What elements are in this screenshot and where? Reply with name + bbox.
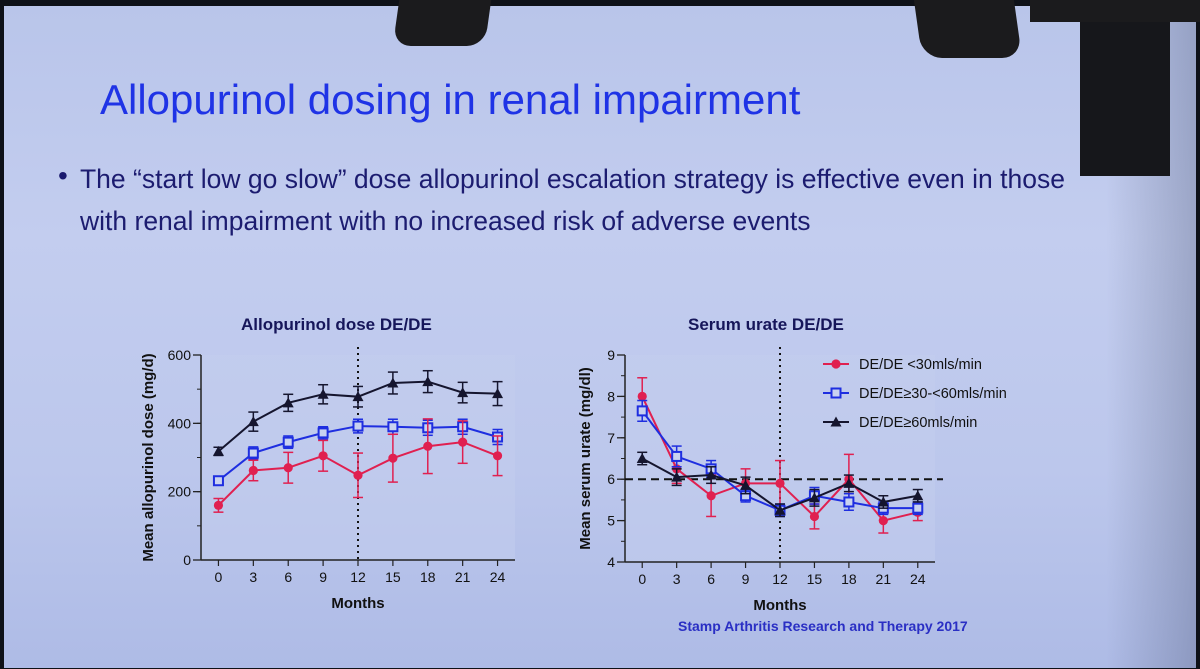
- legend-label: DE/DE≥60mls/min: [859, 415, 977, 431]
- data-point: [352, 391, 364, 402]
- data-point: [705, 469, 717, 480]
- x-tick-label: 0: [215, 569, 223, 585]
- x-tick-label: 18: [841, 571, 857, 587]
- x-tick-label: 9: [319, 569, 327, 585]
- series-2: [636, 451, 924, 518]
- y-tick-label: 600: [168, 347, 192, 363]
- data-point: [318, 451, 328, 461]
- data-point: [353, 470, 363, 480]
- data-point: [283, 463, 293, 473]
- x-axis-label: Months: [331, 595, 384, 612]
- legend-entry-2: DE/DE≥60mls/min: [823, 415, 977, 431]
- data-point: [387, 421, 399, 433]
- y-tick-label: 7: [607, 430, 615, 446]
- legend-swatch-marker: [831, 359, 841, 369]
- x-tick-label: 9: [742, 571, 750, 587]
- data-point: [423, 441, 433, 451]
- data-point: [878, 516, 888, 526]
- data-point: [213, 500, 224, 510]
- data-point: [212, 475, 224, 487]
- x-tick-label: 24: [490, 569, 506, 585]
- data-point: [317, 427, 329, 439]
- x-tick-label: 0: [638, 571, 646, 587]
- series-0: [212, 369, 504, 457]
- data-point: [352, 420, 364, 432]
- data-point: [388, 453, 398, 463]
- data-point: [387, 377, 399, 388]
- x-axis-label: Months: [753, 597, 806, 614]
- y-axis-label: Mean allopurinol dose (mg/d): [140, 353, 157, 561]
- stage-light-left: [392, 0, 492, 46]
- data-point: [247, 416, 259, 427]
- legend-label: DE/DE≥30-<60mls/min: [859, 386, 1007, 402]
- data-point: [492, 451, 503, 461]
- bullet-marker: •: [58, 160, 68, 191]
- y-tick-label: 0: [183, 552, 191, 568]
- x-tick-label: 3: [673, 571, 681, 587]
- x-tick-label: 12: [350, 569, 366, 585]
- y-tick-label: 5: [607, 513, 615, 529]
- x-tick-label: 6: [707, 571, 715, 587]
- x-tick-label: 15: [807, 571, 823, 587]
- x-tick-label: 21: [876, 571, 892, 587]
- speaker-cabinet: [1080, 22, 1170, 176]
- x-tick-label: 18: [420, 569, 436, 585]
- slide-title: Allopurinol dosing in renal impairment: [100, 76, 801, 123]
- x-tick-label: 12: [772, 571, 788, 587]
- data-point: [843, 496, 855, 508]
- bullet-text: The “start low go slow” dose allopurinol…: [80, 164, 1065, 236]
- data-point: [843, 477, 855, 488]
- data-point: [247, 447, 259, 459]
- chart-2-title: Serum urate DE/DE: [688, 315, 844, 334]
- x-tick-label: 24: [910, 571, 926, 587]
- x-tick-label: 6: [284, 569, 292, 585]
- legend-entry-1: DE/DE≥30-<60mls/min: [823, 386, 1007, 402]
- data-point: [706, 491, 716, 501]
- data-point: [808, 492, 820, 503]
- data-point: [212, 445, 224, 456]
- data-point: [636, 405, 648, 417]
- y-tick-label: 8: [607, 388, 615, 404]
- data-point: [877, 496, 889, 507]
- x-tick-label: 3: [249, 569, 257, 585]
- data-point: [636, 453, 648, 463]
- y-tick-label: 400: [168, 415, 192, 431]
- legend-swatch-marker: [830, 387, 842, 399]
- serum-urate-chart: 4 5 6 7 8 9 0 3 6 9 12 15 18 21 24 Months Mean serum ura…: [577, 347, 1007, 614]
- y-tick-label: 200: [168, 484, 192, 500]
- data-point: [774, 504, 786, 515]
- x-tick-label: 21: [455, 569, 471, 585]
- data-point: [282, 397, 294, 408]
- data-point: [671, 450, 683, 462]
- data-point: [637, 391, 647, 401]
- legend-swatch-marker: [830, 416, 842, 427]
- y-axis-label: Mean serum urate (mg/dl): [577, 367, 594, 550]
- citation: Stamp Arthritis Research and Therapy 201…: [678, 618, 968, 634]
- y-tick-label: 6: [607, 471, 615, 487]
- y-tick-label: 9: [607, 347, 615, 363]
- legend-label: DE/DE <30mls/min: [859, 357, 982, 373]
- x-tick-label: 15: [385, 569, 401, 585]
- data-point: [317, 388, 329, 399]
- data-point: [422, 376, 434, 387]
- stage-light-right: [913, 0, 1023, 58]
- data-point: [671, 471, 683, 482]
- legend-entry-0: DE/DE <30mls/min: [823, 357, 982, 373]
- data-point: [912, 490, 924, 501]
- stage-truss: [1030, 0, 1200, 22]
- data-point: [740, 479, 752, 490]
- data-point: [912, 502, 924, 514]
- data-point: [248, 465, 258, 476]
- series-2: [213, 418, 503, 513]
- y-tick-label: 4: [607, 554, 615, 570]
- data-point: [458, 437, 468, 447]
- data-point: [457, 387, 469, 398]
- data-point: [282, 436, 294, 448]
- data-point: [809, 511, 820, 522]
- allopurinol-dose-chart: 0 200 400 600 0 3 6 9 12 15 18 21 24 Months Mean allop…: [140, 347, 515, 612]
- data-point: [775, 478, 785, 488]
- chart-1-title: Allopurinol dose DE/DE: [241, 315, 432, 334]
- data-point: [492, 388, 504, 399]
